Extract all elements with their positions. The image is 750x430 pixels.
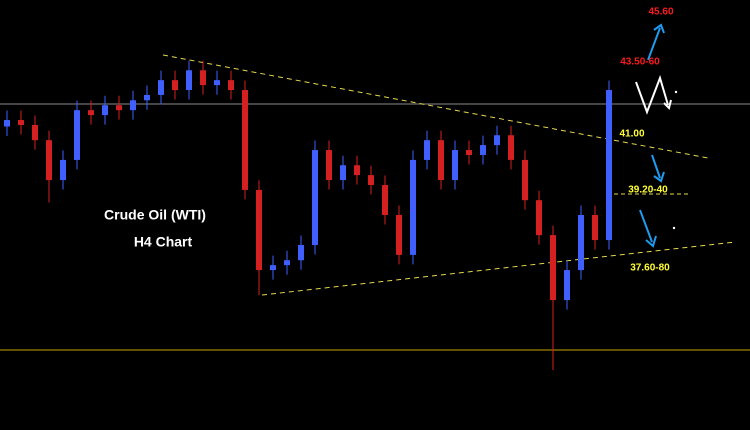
candle-body <box>284 260 290 266</box>
candle-body <box>396 215 402 255</box>
arrow-head <box>653 23 665 34</box>
candle-body <box>382 184 388 215</box>
candle-body <box>270 265 276 271</box>
candles <box>4 60 612 370</box>
candle-body <box>242 90 248 190</box>
candle-body <box>32 124 38 141</box>
candle-body <box>116 105 122 111</box>
annotation: 39.20-40 <box>628 185 668 196</box>
annotation: 37.60-80 <box>630 263 670 274</box>
chart-subtitle: H4 Chart <box>134 234 193 250</box>
candle-body <box>102 105 108 116</box>
candle-body <box>564 270 570 301</box>
candle-body <box>508 135 514 160</box>
candle-body <box>466 150 472 155</box>
candle-body <box>424 140 430 160</box>
candle-body <box>74 110 80 160</box>
trend-line <box>261 241 736 296</box>
arrow <box>651 154 661 179</box>
candle-body <box>578 215 584 271</box>
candle-body <box>298 245 304 261</box>
trend-line <box>162 54 709 159</box>
candle-body <box>256 189 262 271</box>
candle-body <box>186 70 192 91</box>
candle-body <box>410 159 416 255</box>
candle-body <box>46 140 52 181</box>
candle-body <box>480 145 486 155</box>
candle-body <box>354 165 360 176</box>
annotation: 41.00 <box>619 129 644 140</box>
candle-body <box>592 215 598 241</box>
candle-body <box>158 80 164 95</box>
candle-body <box>228 80 234 91</box>
candle-body <box>536 200 542 236</box>
arrow <box>647 27 661 61</box>
arrow-head <box>653 171 665 183</box>
arrow <box>639 209 653 243</box>
candle-body <box>200 70 206 86</box>
annotation: 43.50-60 <box>620 57 660 68</box>
annotation: 45.60 <box>648 7 673 18</box>
candle-body <box>326 150 332 181</box>
candle-body <box>606 90 612 241</box>
chart-title: Crude Oil (WTI) <box>104 207 206 223</box>
candle-body <box>522 159 528 201</box>
candle-body <box>494 135 500 146</box>
zigzag <box>635 74 669 115</box>
candle-body <box>214 80 220 86</box>
arrow-head <box>645 235 657 248</box>
candle-body <box>4 120 10 127</box>
candle-body <box>312 150 318 246</box>
candle-body <box>172 80 178 91</box>
candle-body <box>340 165 346 181</box>
candle-body <box>18 120 24 125</box>
candle-body <box>438 140 444 181</box>
zigzag-head <box>663 99 672 110</box>
candle-body <box>550 235 556 301</box>
candle-body <box>60 159 66 181</box>
candle-body <box>452 150 458 181</box>
dot <box>674 90 678 94</box>
candle-body <box>144 94 150 101</box>
dot <box>672 226 676 230</box>
arrows <box>639 23 665 248</box>
candle-body <box>130 100 136 111</box>
candle-body <box>368 175 374 185</box>
candle-body <box>88 110 94 116</box>
